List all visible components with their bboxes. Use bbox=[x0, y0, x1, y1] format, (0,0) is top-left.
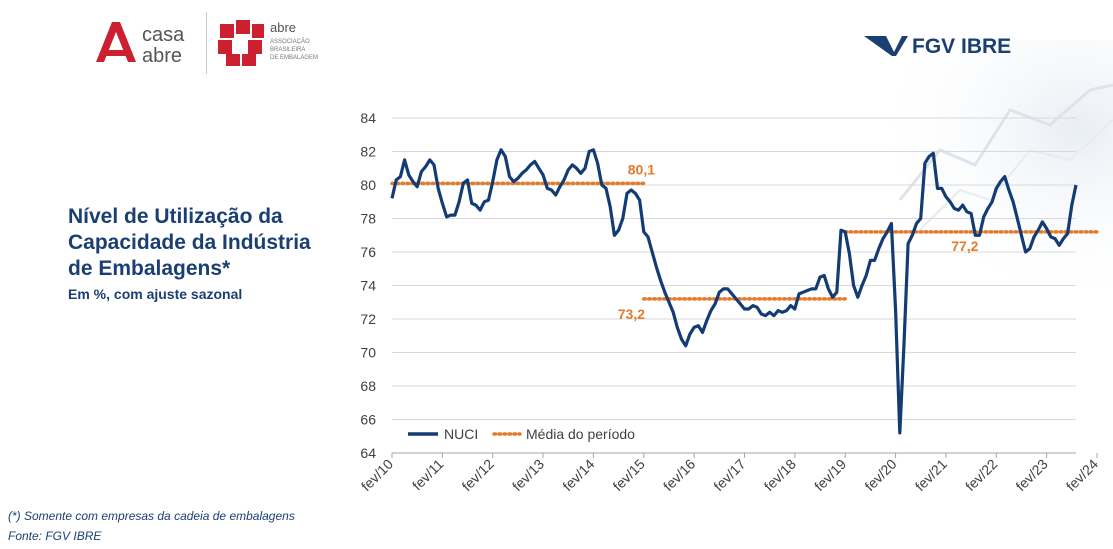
x-tick-label: fev/12 bbox=[459, 456, 497, 494]
svg-text:casa: casa bbox=[142, 24, 185, 46]
chart-subtitle: Em %, com ajuste sazonal bbox=[68, 286, 243, 302]
y-tick-label: 84 bbox=[360, 110, 376, 126]
x-tick-label: fev/22 bbox=[962, 456, 1000, 494]
average-value-label: 80,1 bbox=[628, 161, 655, 177]
svg-text:ASSOCIAÇÃO: ASSOCIAÇÃO bbox=[270, 38, 310, 45]
x-tick-label: fev/17 bbox=[710, 456, 748, 494]
x-tick-label: fev/13 bbox=[509, 456, 547, 494]
x-tick-label: fev/18 bbox=[761, 456, 799, 494]
x-tick-label: fev/21 bbox=[912, 456, 950, 494]
y-tick-label: 74 bbox=[360, 278, 376, 294]
x-tick-label: fev/11 bbox=[409, 456, 447, 494]
svg-text:BRASILEIRA: BRASILEIRA bbox=[270, 47, 305, 53]
svg-text:DE EMBALAGEM: DE EMBALAGEM bbox=[270, 55, 318, 61]
y-tick-label: 80 bbox=[360, 177, 376, 193]
x-tick-label: fev/20 bbox=[861, 456, 899, 494]
average-value-label: 77,2 bbox=[951, 238, 978, 254]
y-tick-label: 70 bbox=[360, 345, 376, 361]
logo-separator bbox=[206, 12, 207, 74]
y-tick-label: 66 bbox=[360, 412, 376, 428]
legend-label-nuci: NUCI bbox=[444, 426, 478, 442]
footnote: (*) Somente com empresas da cadeia de em… bbox=[8, 509, 295, 523]
y-tick-label: 72 bbox=[360, 311, 376, 327]
grid-lines bbox=[392, 117, 1076, 420]
y-tick-label: 78 bbox=[360, 211, 376, 227]
fgv-ibre-logo: FGV IBRE bbox=[864, 35, 1011, 58]
chart-title: Nível de Utilização da Capacidade da Ind… bbox=[68, 205, 311, 280]
y-tick-label: 64 bbox=[360, 445, 376, 461]
casa-abre-logo: casa abre bbox=[96, 22, 185, 67]
average-labels: 80,1 73,2 77,2 bbox=[618, 161, 979, 322]
x-tick-label: fev/10 bbox=[358, 456, 396, 494]
x-tick-label: fev/15 bbox=[610, 456, 648, 494]
x-axis-ticks: fev/10 fev/11 fev/12 fev/13 fev/14 fev/15 fev/… bbox=[358, 453, 1101, 494]
svg-text:FGV IBRE: FGV IBRE bbox=[912, 35, 1011, 58]
y-tick-label: 68 bbox=[360, 378, 376, 394]
series-line-nuci bbox=[390, 148, 1078, 435]
legend-label-average: Média do período bbox=[526, 426, 635, 442]
svg-text:abre: abre bbox=[142, 45, 182, 67]
y-axis-ticks: 64 66 68 70 72 74 76 78 80 82 84 bbox=[360, 110, 376, 461]
x-tick-label: fev/14 bbox=[559, 456, 597, 494]
x-tick-label: fev/23 bbox=[1012, 456, 1050, 494]
x-tick-label: fev/24 bbox=[1063, 456, 1101, 494]
x-tick-label: fev/19 bbox=[811, 456, 849, 494]
x-tick-label: fev/16 bbox=[660, 456, 698, 494]
chart-title-block: Nível de Utilização da Capacidade da Ind… bbox=[68, 204, 348, 302]
y-tick-label: 82 bbox=[360, 144, 376, 160]
svg-text:abre: abre bbox=[270, 20, 296, 35]
abre-logo: abre ASSOCIAÇÃO BRASILEIRA DE EMBALAGEM bbox=[218, 20, 318, 66]
legend: NUCI Média do período bbox=[408, 426, 635, 442]
y-tick-label: 76 bbox=[360, 244, 376, 260]
average-value-label: 73,2 bbox=[618, 306, 645, 322]
source-note: Fonte: FGV IBRE bbox=[8, 529, 102, 543]
